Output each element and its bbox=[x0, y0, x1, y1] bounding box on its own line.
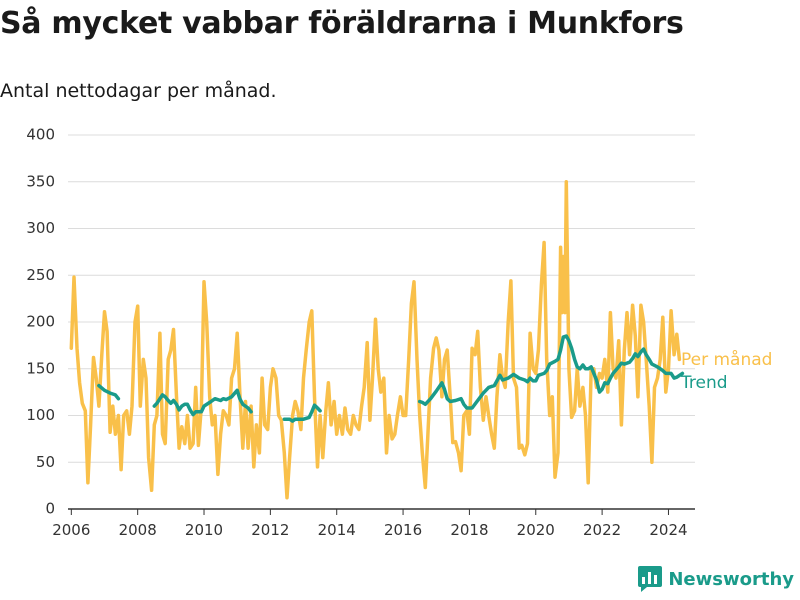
x-tick-label: 2018 bbox=[450, 521, 488, 539]
brand-name: Newsworthy bbox=[668, 568, 794, 590]
grid-lines bbox=[68, 134, 695, 463]
y-tick-label: 400 bbox=[26, 126, 55, 144]
y-tick-label: 350 bbox=[26, 172, 55, 190]
y-axis-ticks: 0 50 100 150 200 250 300 350 400 bbox=[26, 126, 55, 518]
chart-title: Så mycket vabbar föräldrarna i Munkfors bbox=[0, 6, 684, 41]
x-tick-label: 2016 bbox=[384, 521, 422, 539]
y-tick-label: 0 bbox=[45, 500, 55, 518]
y-tick-label: 150 bbox=[26, 359, 55, 377]
x-tick-label: 2020 bbox=[517, 521, 555, 539]
series-line-per-manad bbox=[69, 180, 682, 500]
series-lines bbox=[69, 180, 685, 500]
legend-label-trend: Trend bbox=[680, 373, 728, 393]
chart-subtitle: Antal nettodagar per månad. bbox=[0, 80, 277, 102]
x-tick-label: 2022 bbox=[583, 521, 621, 539]
y-tick-label: 300 bbox=[26, 219, 55, 237]
series-line-trend bbox=[152, 388, 253, 417]
x-axis: 2006 2008 2010 2012 2014 2016 2018 2020 2022 2024 bbox=[52, 508, 695, 539]
series-line-trend bbox=[417, 334, 685, 410]
y-tick-label: 200 bbox=[26, 313, 55, 331]
brand-logo: Newsworthy bbox=[638, 566, 794, 592]
x-tick-label: 2008 bbox=[119, 521, 157, 539]
x-tick-label: 2014 bbox=[318, 521, 356, 539]
y-tick-label: 100 bbox=[26, 406, 55, 424]
y-tick-label: 50 bbox=[36, 453, 55, 471]
x-tick-label: 2024 bbox=[649, 521, 687, 539]
x-tick-label: 2006 bbox=[52, 521, 90, 539]
x-tick-label: 2010 bbox=[185, 521, 223, 539]
bar-chart-logo-icon bbox=[638, 566, 663, 592]
series-line-trend bbox=[97, 383, 121, 401]
series-line-trend bbox=[282, 403, 322, 423]
legend-label-per-manad: Per månad bbox=[681, 349, 772, 370]
x-tick-label: 2012 bbox=[251, 521, 289, 539]
legend: Per månad Trend bbox=[680, 349, 772, 393]
y-tick-label: 250 bbox=[26, 266, 55, 284]
